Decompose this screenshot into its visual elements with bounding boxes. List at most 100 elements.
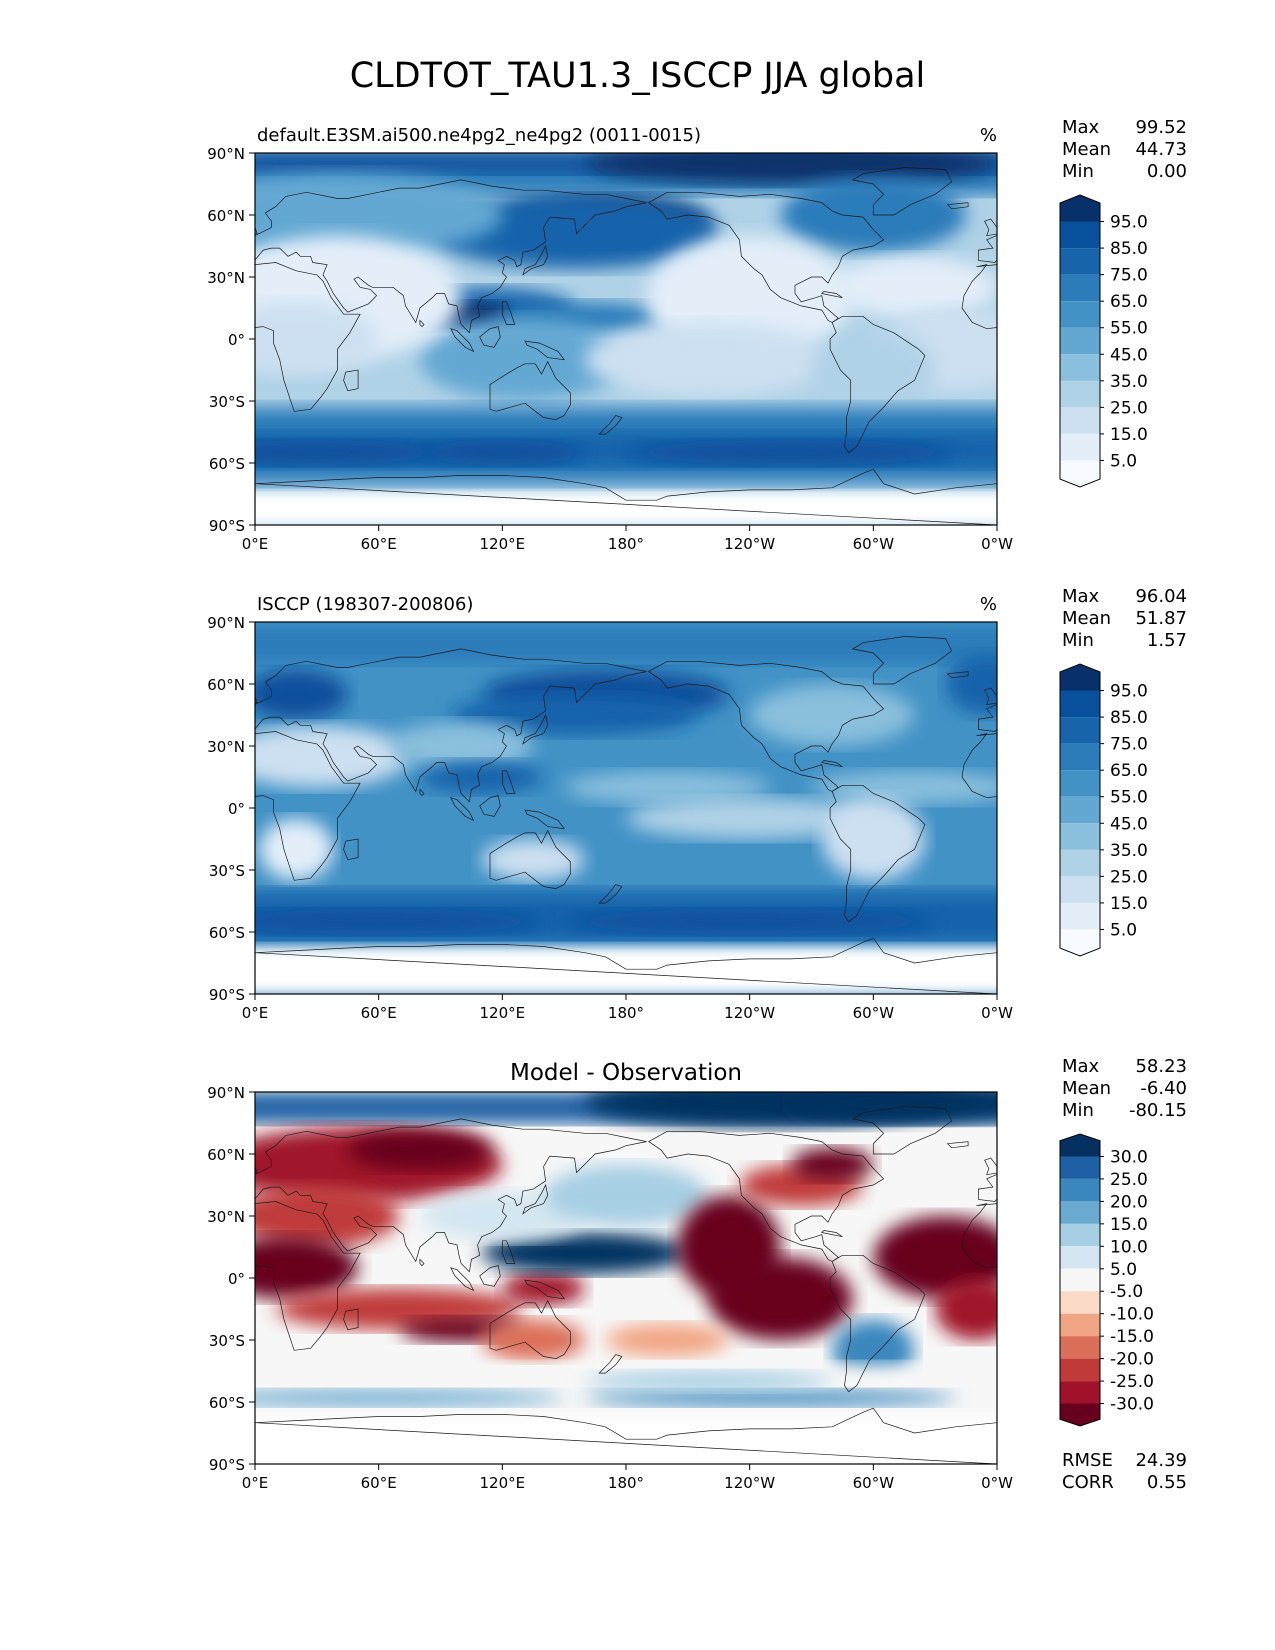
colorbar-diff: 30.0 25.020.0 15.010.0 5.0-5.0 -10.0-15.0 -20… bbox=[1059, 1133, 1154, 1427]
coastline-indiaSL bbox=[419, 319, 425, 328]
coastline-africa bbox=[255, 1201, 361, 1351]
colorbar-swatch bbox=[1060, 1201, 1100, 1224]
field-blob bbox=[790, 1147, 874, 1181]
field-blob bbox=[584, 322, 833, 397]
colorbar-tick-label: 45.0 bbox=[1110, 345, 1148, 365]
field-blob bbox=[708, 1257, 853, 1340]
colorbar-swatch bbox=[1060, 902, 1100, 930]
coastline-africa bbox=[961, 733, 997, 799]
lat-tick-label: 90°S bbox=[209, 517, 245, 535]
coastline-uk bbox=[255, 695, 258, 704]
colorbar-swatch bbox=[1060, 274, 1100, 302]
lon-tick-label: 120°W bbox=[724, 535, 775, 553]
lat-tick-label: 60°N bbox=[207, 676, 245, 694]
coastline-greenland bbox=[111, 1107, 210, 1155]
lon-tick-label: 0°W bbox=[981, 1474, 1013, 1492]
coastline-northAmerica bbox=[648, 1130, 885, 1262]
coastline-africa bbox=[255, 262, 361, 412]
panel-model: default.E3SM.ai500.ne4pg2_ne4pg2 (0011-0… bbox=[80, 117, 1275, 553]
coastline-cuba bbox=[821, 1230, 843, 1238]
colorbar-swatch bbox=[1060, 248, 1100, 275]
coastline-australia bbox=[489, 360, 571, 420]
colorbar-model: 95.0 85.0 75.0 65.0 55.0 45.0 35.0 25.0 15.0 5.0 bbox=[1059, 194, 1148, 488]
colorbar-swatch bbox=[1060, 1291, 1100, 1314]
colorbar-swatch bbox=[1060, 1223, 1100, 1247]
coastline-philippines bbox=[501, 770, 516, 794]
coastline-newGuinea bbox=[1267, 810, 1275, 829]
coastline-cuba bbox=[80, 1231, 101, 1237]
coastline-japan bbox=[522, 244, 549, 276]
lon-tick-label: 180° bbox=[608, 1004, 644, 1022]
stat-label: Max bbox=[1062, 586, 1100, 607]
coastline-borneo bbox=[1222, 1266, 1243, 1287]
coastline-newGuinea bbox=[524, 1279, 565, 1300]
coastline-antarctica bbox=[255, 468, 997, 525]
coastline-africa bbox=[255, 731, 361, 881]
coastline-uk bbox=[984, 1157, 997, 1176]
colorbar-swatch bbox=[1060, 433, 1100, 461]
coastline-antarctica bbox=[996, 483, 997, 485]
colorbar-outline bbox=[1059, 194, 1101, 488]
field-blob bbox=[564, 770, 771, 804]
field-blob bbox=[584, 1389, 956, 1407]
lat-tick-label: 90°N bbox=[207, 614, 245, 632]
colorbar-swatch bbox=[1060, 796, 1100, 824]
field-blob bbox=[419, 760, 544, 794]
field-blob bbox=[255, 725, 410, 788]
stat-label: Mean bbox=[1062, 1078, 1111, 1099]
colorbar-tick-label: 15.0 bbox=[1110, 1215, 1148, 1235]
field-blob bbox=[259, 818, 334, 881]
colorbar-swatch bbox=[1060, 664, 1100, 691]
coastline-africa bbox=[961, 1203, 997, 1269]
coastline-iceland bbox=[946, 1141, 969, 1149]
field-blob bbox=[873, 1216, 997, 1299]
field-blob bbox=[255, 440, 441, 466]
colorbar-swatch bbox=[1060, 1134, 1100, 1157]
coastline-africa bbox=[961, 264, 997, 330]
lat-tick-label: 30°N bbox=[207, 738, 245, 756]
field-blob bbox=[255, 1389, 565, 1407]
colorbar-swatch bbox=[1060, 1403, 1100, 1426]
coastline-sumatra bbox=[1193, 1268, 1216, 1291]
coastline-cuba bbox=[80, 292, 101, 298]
colorbar-swatch bbox=[1060, 407, 1100, 434]
colorbar-swatch bbox=[1060, 460, 1100, 487]
panel-diff: Model - Observation 90°N 60°N 30°N 0° 30°S 60°… bbox=[80, 1056, 1243, 1493]
lon-tick-label: 120°E bbox=[480, 535, 526, 553]
coastline-borneo bbox=[479, 1265, 501, 1287]
coastline-eurasia bbox=[255, 1118, 647, 1273]
colorbar-swatch bbox=[1060, 1336, 1100, 1359]
colorbar-swatch bbox=[1060, 929, 1100, 956]
field-blob bbox=[626, 440, 956, 466]
coastline-sumatra bbox=[1193, 798, 1216, 821]
coastline-southAmerica bbox=[88, 316, 183, 452]
colorbar-swatch bbox=[1060, 380, 1100, 408]
coastline-cuba bbox=[821, 760, 843, 768]
stat-value: -6.40 bbox=[1140, 1078, 1187, 1099]
colorbar-swatch bbox=[1060, 195, 1100, 222]
field-blob bbox=[450, 694, 699, 736]
coastline-southAmerica bbox=[88, 1255, 183, 1391]
coastline-eurasia bbox=[255, 648, 647, 803]
coastline-uk bbox=[255, 226, 258, 235]
colorbar-outline bbox=[1059, 663, 1101, 957]
lon-tick-label: 60°W bbox=[853, 1474, 895, 1492]
figure-title: CLDTOT_TAU1.3_ISCCP JJA global bbox=[349, 56, 926, 96]
colorbar-tick-label: 15.0 bbox=[1110, 894, 1148, 914]
stat-label: Max bbox=[1062, 117, 1100, 138]
coastline-newGuinea bbox=[524, 340, 565, 361]
coastline-cuba bbox=[821, 291, 843, 299]
colorbar-tick-label: 35.0 bbox=[1110, 841, 1148, 861]
colorbar-swatch bbox=[1060, 743, 1100, 771]
field-blob bbox=[564, 909, 936, 935]
stat-label: Min bbox=[1062, 630, 1094, 651]
coastline-southAmerica bbox=[829, 784, 926, 923]
lon-tick-label: 0°E bbox=[242, 1004, 269, 1022]
field-blob bbox=[502, 1271, 585, 1305]
field-blob bbox=[832, 256, 997, 319]
colorbar-swatch bbox=[1060, 1381, 1100, 1404]
coastline-australia bbox=[1232, 362, 1275, 420]
colorbar-tick-label: 85.0 bbox=[1110, 239, 1148, 259]
lat-tick-label: 0° bbox=[228, 331, 245, 349]
